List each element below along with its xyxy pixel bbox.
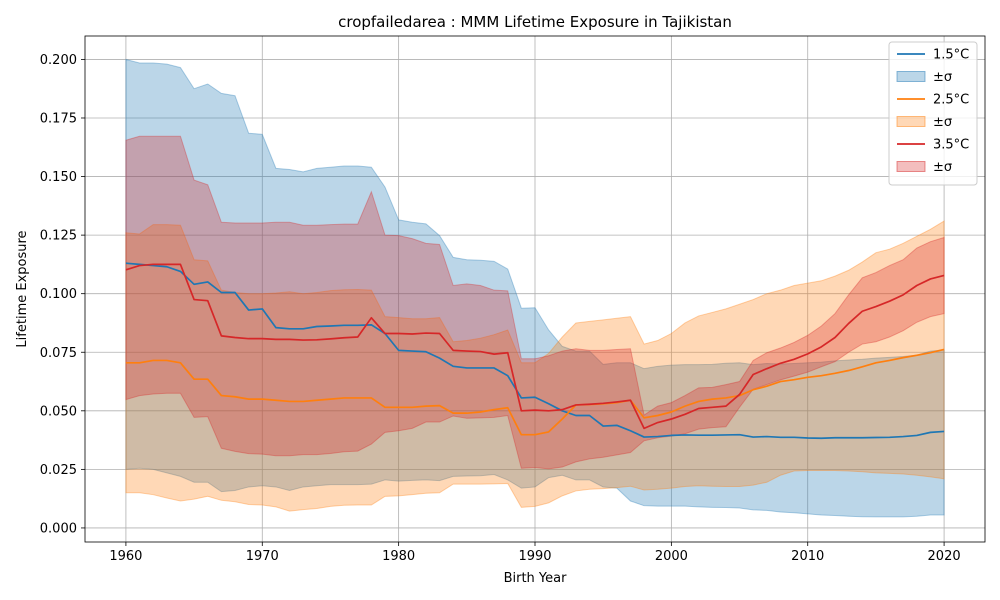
x-tick-label: 1970 — [246, 549, 279, 564]
y-tick-label: 0.150 — [40, 170, 77, 185]
legend-band-swatch — [896, 116, 926, 127]
y-tick-label: 0.075 — [40, 346, 77, 361]
legend-band-swatch — [896, 71, 926, 82]
legend-entry-line: 2.5°C — [933, 93, 969, 108]
x-tick-label: 1980 — [382, 549, 415, 564]
legend-box — [888, 41, 978, 186]
band-3.5°C — [125, 135, 945, 470]
y-tick-label: 0.200 — [40, 53, 77, 68]
line-3.5°C — [125, 263, 945, 430]
legend-entry-band: ±σ — [933, 70, 952, 85]
legend-entry-band: ±σ — [933, 115, 952, 130]
y-tick-label: 0.100 — [40, 287, 77, 302]
chart-title: cropfailedarea : MMM Lifetime Exposure i… — [338, 13, 732, 31]
y-tick-label: 0.125 — [40, 229, 77, 244]
x-axis-ticks: 1960 1970 1980 1990 2000 2010 2020 — [109, 542, 961, 564]
legend-band-swatch — [896, 161, 926, 172]
y-tick-label: 0.000 — [40, 521, 77, 536]
y-tick-label: 0.050 — [40, 404, 77, 419]
x-tick-label: 1990 — [518, 549, 551, 564]
uncertainty-bands — [125, 58, 945, 518]
x-tick-label: 2010 — [791, 549, 824, 564]
legend-entry-line: 1.5°C — [933, 48, 969, 63]
y-tick-label: 0.175 — [40, 111, 77, 126]
x-axis-label: Birth Year — [504, 571, 568, 586]
x-tick-label: 1960 — [109, 549, 142, 564]
y-axis-label: Lifetime Exposure — [15, 230, 30, 347]
legend-entry-line: 3.5°C — [933, 138, 969, 153]
legend-entry-band: ±σ — [933, 160, 952, 175]
line-1.5°C — [125, 262, 945, 440]
series-lines — [125, 262, 945, 440]
band-2.5°C — [125, 220, 945, 512]
y-tick-label: 0.025 — [40, 463, 77, 478]
y-axis-ticks: 0.000 0.025 0.050 0.075 0.100 0.125 0.150 0.175… — [40, 53, 85, 536]
line-2.5°C — [125, 348, 945, 436]
band-1.5°C — [125, 58, 945, 518]
x-tick-label: 2000 — [655, 549, 688, 564]
x-tick-label: 2020 — [928, 549, 961, 564]
legend: 1.5°C ±σ 2.5°C ±σ 3.5°C ±σ — [888, 41, 978, 186]
